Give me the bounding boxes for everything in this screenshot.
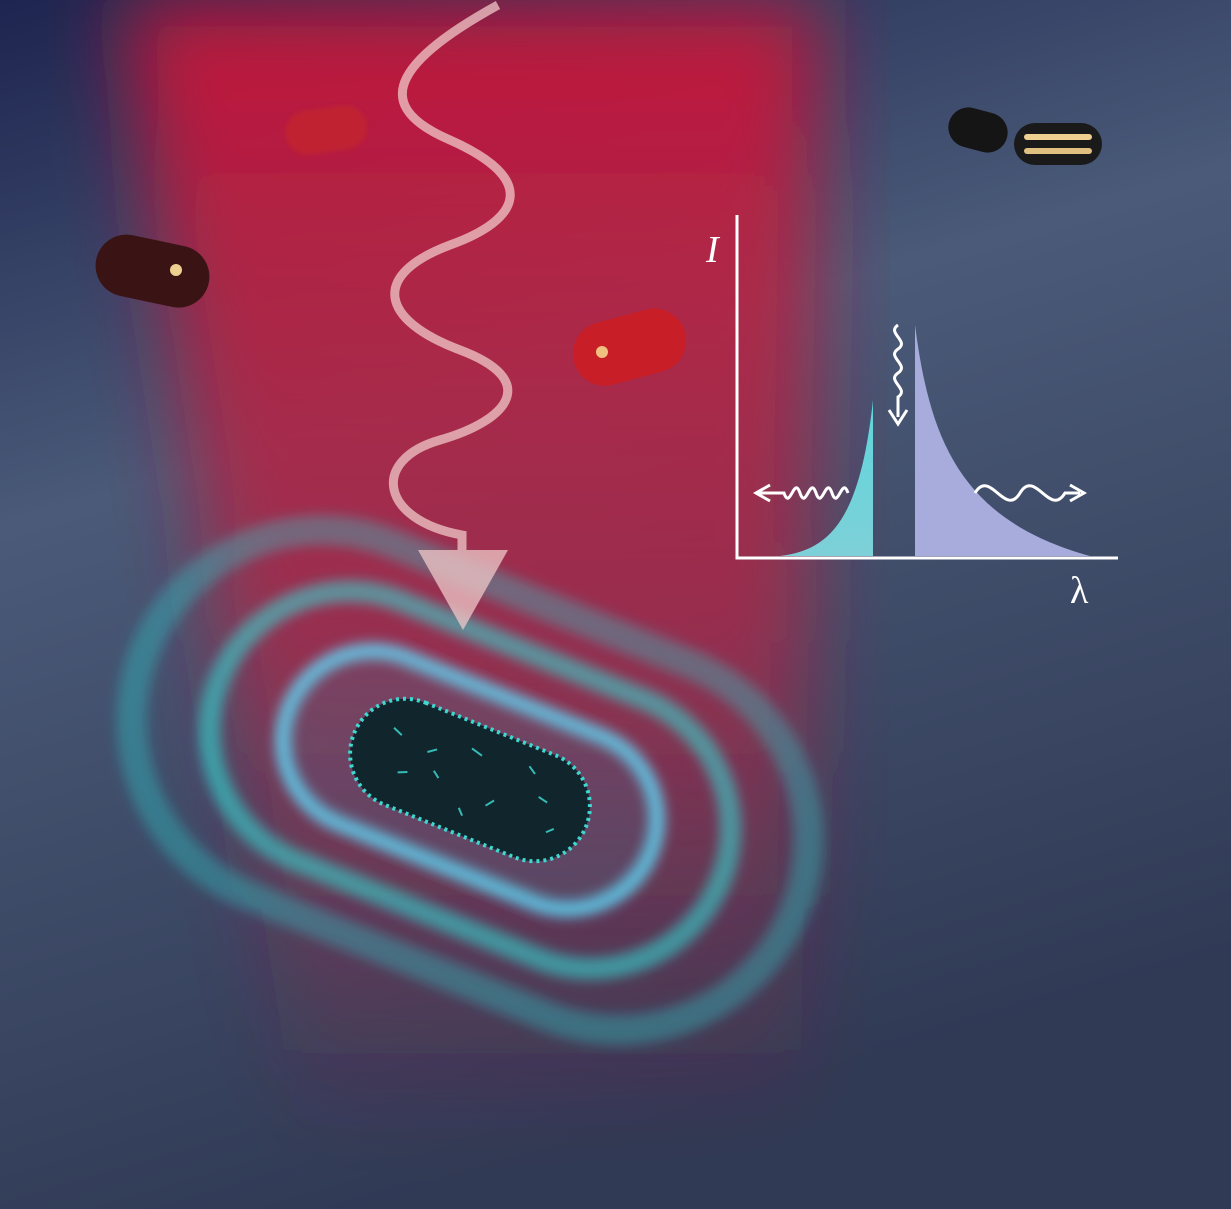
x-axis-label: λ bbox=[1070, 570, 1089, 612]
y-axis-label: I bbox=[705, 229, 721, 271]
page: I λ (() => { const data = JSON.parse(doc… bbox=[0, 0, 1231, 1209]
illustration: I λ bbox=[0, 0, 1231, 1209]
